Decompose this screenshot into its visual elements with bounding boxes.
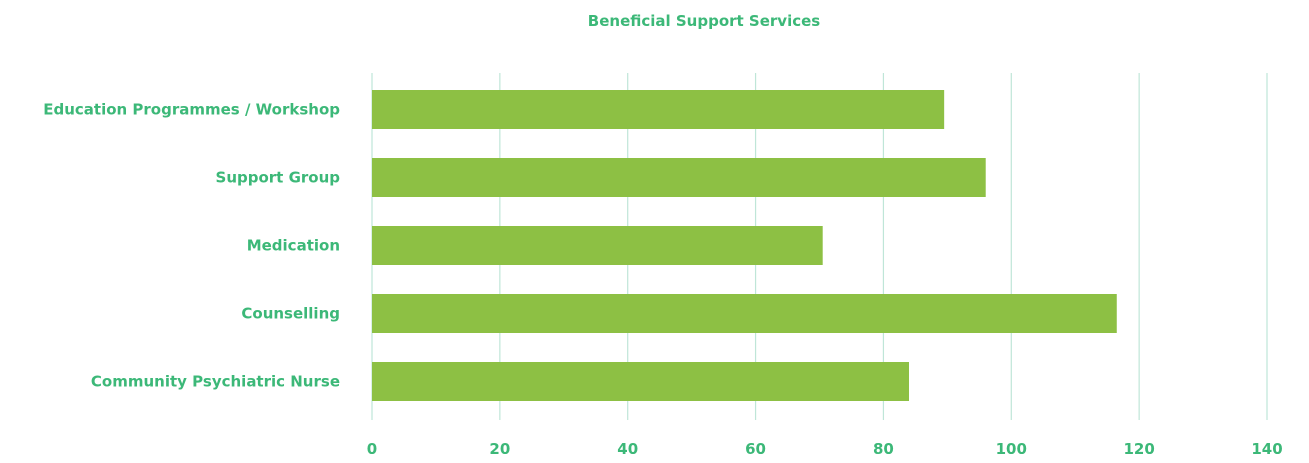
category-label: Support Group — [216, 169, 341, 187]
category-label: Education Programmes / Workshop — [43, 101, 340, 119]
category-label: Community Psychiatric Nurse — [91, 373, 340, 391]
x-tick-label: 100 — [996, 440, 1027, 458]
bars — [372, 90, 1117, 401]
bar — [372, 294, 1117, 333]
x-tick-label: 40 — [617, 440, 638, 458]
x-tick-labels: 0 20 40 60 80 100 120 140 — [367, 440, 1283, 458]
x-tick-label: 120 — [1123, 440, 1154, 458]
x-tick-label: 140 — [1251, 440, 1282, 458]
category-label: Medication — [247, 237, 340, 255]
chart-title: Beneficial Support Services — [588, 12, 821, 30]
category-labels: Education Programmes / Workshop Support G… — [43, 101, 340, 391]
x-tick-label: 20 — [489, 440, 510, 458]
category-label: Counselling — [241, 305, 340, 323]
bar — [372, 90, 945, 129]
x-tick-label: 80 — [873, 440, 894, 458]
x-tick-label: 0 — [367, 440, 377, 458]
x-tick-label: 60 — [745, 440, 766, 458]
bar — [372, 362, 909, 401]
bar — [372, 226, 823, 265]
bar — [372, 158, 986, 197]
